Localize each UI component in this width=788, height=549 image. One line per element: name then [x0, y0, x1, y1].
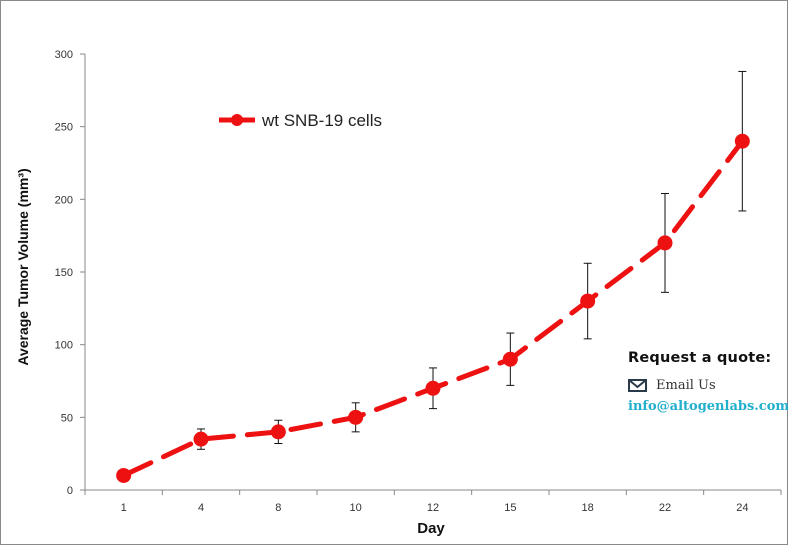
- legend-label: wt SNB-19 cells: [261, 111, 382, 130]
- x-tick-label: 24: [736, 502, 748, 514]
- data-point: [193, 431, 209, 447]
- data-point: [270, 424, 286, 440]
- error-bars: [197, 70, 747, 450]
- x-tick-label: 4: [198, 502, 204, 514]
- x-tick-label: 8: [275, 502, 281, 514]
- y-tick-label: 100: [55, 340, 73, 352]
- y-tick-label: 50: [61, 412, 73, 424]
- legend: wt SNB-19 cells: [219, 111, 382, 130]
- email-us-link[interactable]: Email Us: [628, 378, 778, 393]
- x-tick-label: 1: [121, 502, 127, 514]
- y-tick-label: 0: [67, 485, 73, 497]
- envelope-icon: [628, 379, 647, 392]
- legend-marker: [231, 114, 243, 126]
- data-point: [502, 351, 518, 367]
- data-point: [116, 467, 132, 483]
- x-tick-label: 15: [504, 502, 516, 514]
- y-tick-label: 300: [55, 49, 73, 61]
- x-tick-label: 22: [659, 502, 671, 514]
- y-tick-label: 250: [55, 122, 73, 134]
- x-ticks: 1 4 8 10 12 15 18 22 24: [84, 490, 782, 514]
- data-point: [425, 380, 441, 396]
- x-tick-label: 12: [427, 502, 439, 514]
- y-tick-label: 150: [55, 267, 73, 279]
- data-point: [734, 133, 750, 149]
- y-axis-label: Average Tumor Volume (mm³): [15, 168, 31, 365]
- email-address-link[interactable]: info@altogenlabs.com: [628, 399, 788, 414]
- email-us-label: Email Us: [656, 378, 716, 393]
- axes: [84, 54, 781, 491]
- request-quote-title: Request a quote:: [628, 350, 772, 366]
- y-ticks: 0 50 100 150 200 250 300: [55, 49, 85, 497]
- x-axis-label: Day: [417, 520, 445, 537]
- data-point: [657, 235, 673, 251]
- series-line: [121, 138, 745, 478]
- x-tick-label: 10: [350, 502, 362, 514]
- data-point: [348, 409, 364, 425]
- data-point: [580, 293, 596, 309]
- series-layer: [116, 133, 750, 483]
- request-quote-panel: Request a quote: Email Us info@altogenla…: [628, 350, 788, 414]
- x-tick-label: 18: [582, 502, 594, 514]
- y-tick-label: 200: [55, 194, 73, 206]
